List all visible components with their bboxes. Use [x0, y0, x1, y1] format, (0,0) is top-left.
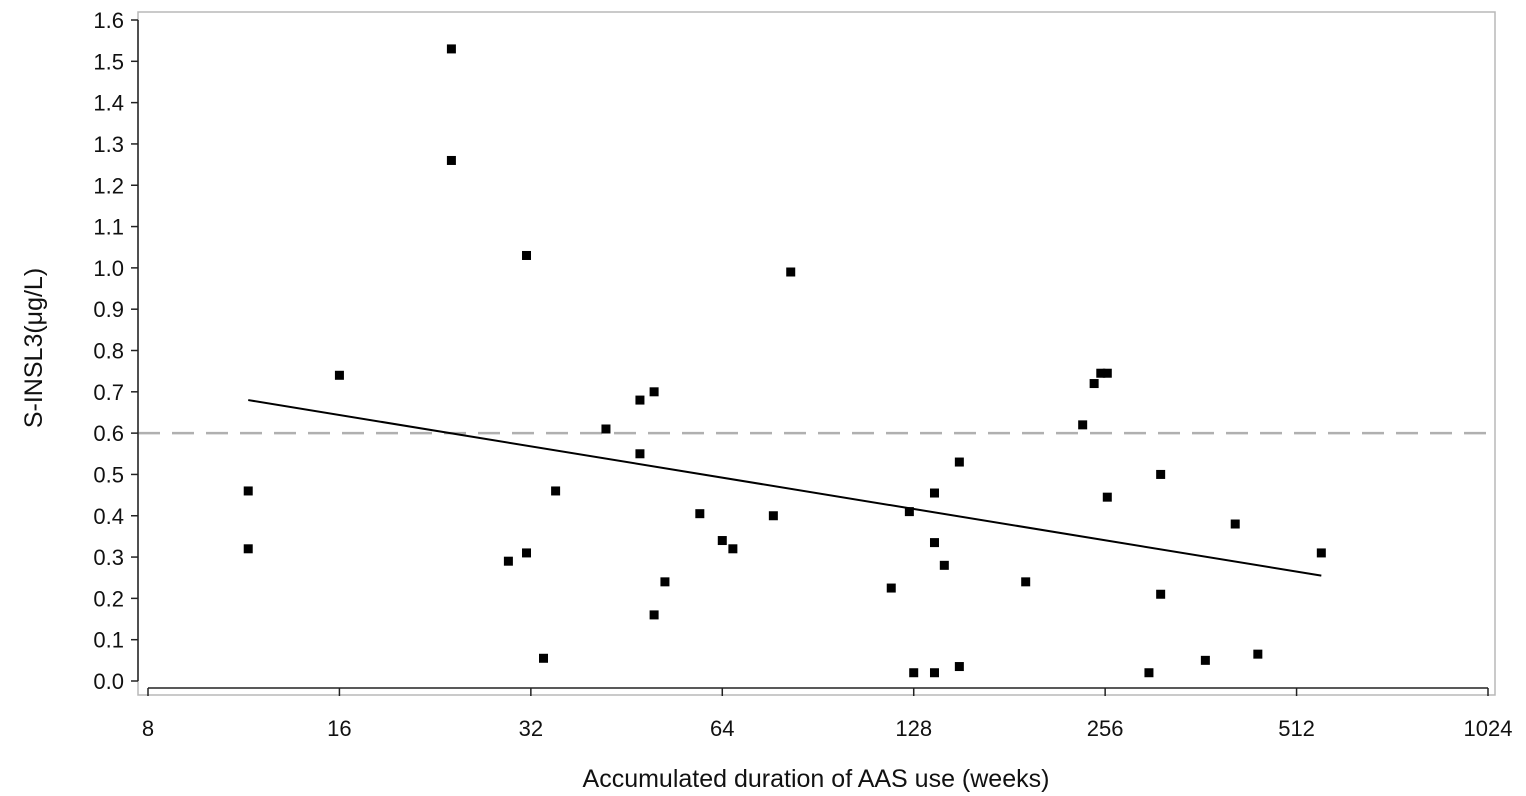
y-axis-title: S-INSL3(μg/L): [20, 268, 48, 428]
data-point: [649, 610, 659, 620]
y-tick-label: 0.0: [93, 669, 124, 694]
data-point: [601, 424, 611, 434]
y-tick-label: 1.6: [93, 8, 124, 33]
data-point: [954, 457, 964, 467]
x-tick-label: 16: [327, 716, 351, 741]
y-tick-label: 0.8: [93, 339, 124, 364]
y-tick-label: 0.5: [93, 462, 124, 487]
data-point: [939, 560, 949, 570]
data-point: [1021, 577, 1031, 587]
y-tick-label: 0.3: [93, 545, 124, 570]
data-point: [539, 653, 549, 663]
y-tick-label: 1.0: [93, 256, 124, 281]
data-point: [904, 507, 914, 517]
data-point: [1316, 548, 1326, 558]
y-tick-label: 0.2: [93, 586, 124, 611]
plot-frame: [137, 11, 1496, 696]
data-point: [243, 486, 253, 496]
data-point: [635, 449, 645, 459]
x-tick-label: 1024: [1464, 716, 1513, 741]
data-point: [1144, 668, 1154, 678]
y-tick-label: 0.9: [93, 297, 124, 322]
data-point: [1089, 379, 1099, 389]
y-axis: 0.0 0.1 0.2 0.3 0.4 0.5 0.6 0.7 0.8 0.9 1.0 1.1 1.2 1…: [93, 8, 139, 694]
data-point: [1156, 469, 1166, 479]
data-point: [660, 577, 670, 587]
data-point: [929, 538, 939, 548]
y-tick-label: 1.3: [93, 132, 124, 157]
y-tick-label: 0.6: [93, 421, 124, 446]
data-point: [446, 155, 456, 165]
data-point: [1253, 649, 1263, 659]
y-tick-label: 0.7: [93, 380, 124, 405]
data-point: [1078, 420, 1088, 430]
data-point: [768, 511, 778, 521]
data-point: [551, 486, 561, 496]
data-points: [243, 44, 1326, 678]
x-tick-label: 256: [1087, 716, 1124, 741]
trend-line-layer: [248, 399, 1322, 577]
x-tick-label: 128: [895, 716, 932, 741]
y-tick-label: 1.5: [93, 49, 124, 74]
data-point: [1230, 519, 1240, 529]
data-point: [649, 387, 659, 397]
x-tick-label: 64: [710, 716, 734, 741]
data-point: [334, 370, 344, 380]
data-point: [886, 583, 896, 593]
x-axis: 8 16 32 64 128 256 512 1024: [142, 687, 1513, 741]
x-tick-label: 512: [1278, 716, 1315, 741]
x-axis-title: Accumulated duration of AAS use (weeks): [583, 765, 1050, 793]
data-point: [909, 668, 919, 678]
data-point: [954, 662, 964, 672]
data-point: [1102, 492, 1112, 502]
data-point: [1096, 368, 1106, 378]
data-point: [1200, 655, 1210, 665]
y-tick-label: 1.4: [93, 91, 124, 116]
y-tick-label: 0.1: [93, 628, 124, 653]
data-point: [1156, 589, 1166, 599]
data-point: [786, 267, 796, 277]
data-point: [522, 250, 532, 260]
data-point: [929, 488, 939, 498]
data-point: [728, 544, 738, 554]
data-point: [717, 536, 727, 546]
data-point: [503, 556, 513, 566]
y-tick-label: 0.4: [93, 504, 124, 529]
x-tick-label: 8: [142, 716, 154, 741]
data-point: [635, 395, 645, 405]
y-tick-label: 1.2: [93, 173, 124, 198]
trend-line: [248, 399, 1322, 577]
data-point: [243, 544, 253, 554]
data-point: [446, 44, 456, 54]
data-point: [695, 509, 705, 519]
x-tick-label: 32: [519, 716, 543, 741]
data-point: [522, 548, 532, 558]
data-point: [1102, 368, 1112, 378]
data-point: [929, 668, 939, 678]
y-tick-label: 1.1: [93, 215, 124, 240]
